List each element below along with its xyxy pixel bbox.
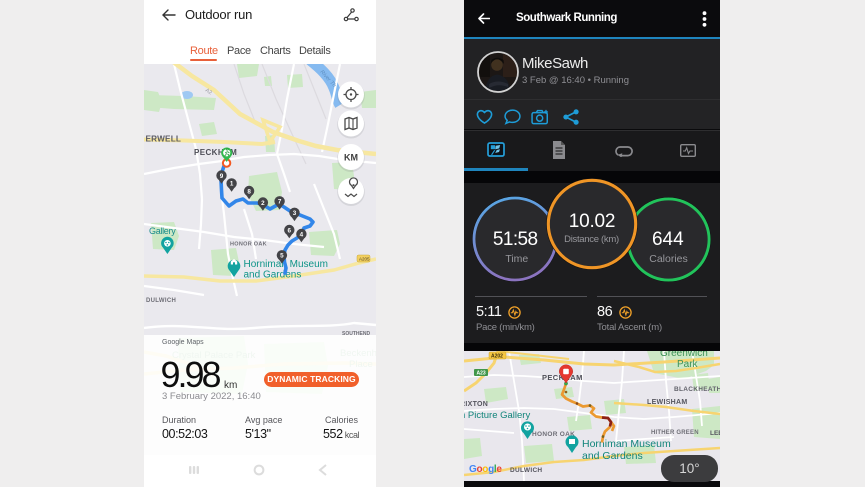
svg-text:Park: Park	[677, 359, 699, 370]
svg-text:RIXTON: RIXTON	[464, 401, 488, 408]
svg-text:A23: A23	[477, 371, 486, 377]
svg-text:HONOR OAK: HONOR OAK	[532, 431, 575, 438]
svg-text:KM: KM	[344, 153, 358, 163]
svg-text:HONOR OAK: HONOR OAK	[230, 242, 267, 248]
svg-text:8: 8	[247, 188, 251, 195]
svg-text:BLACKHEATH: BLACKHEATH	[674, 386, 720, 393]
svg-text:5: 5	[280, 253, 284, 260]
svg-text:2: 2	[261, 200, 265, 207]
svg-text:PECKHAM: PECKHAM	[194, 148, 237, 157]
svg-text:and Gardens: and Gardens	[244, 270, 302, 281]
svg-text:Gallery: Gallery	[149, 226, 176, 236]
svg-text:DULWICH: DULWICH	[146, 298, 176, 304]
svg-text:LEWISHAM: LEWISHAM	[647, 399, 688, 406]
svg-text:SOUTHEND: SOUTHEND	[342, 331, 370, 337]
svg-text:Horniman Museum: Horniman Museum	[582, 438, 671, 450]
svg-text:A2: A2	[204, 88, 213, 97]
svg-text:h Picture Gallery: h Picture Gallery	[464, 410, 530, 421]
svg-text:1: 1	[230, 181, 234, 188]
svg-text:Greenwich: Greenwich	[660, 351, 708, 359]
svg-text:and Gardens: and Gardens	[582, 450, 643, 462]
svg-text:A205: A205	[359, 257, 370, 262]
svg-text:Google: Google	[469, 464, 502, 475]
svg-text:9: 9	[220, 173, 224, 180]
svg-text:HITHER GREEN: HITHER GREEN	[651, 430, 699, 436]
svg-text:ERWELL: ERWELL	[146, 135, 182, 144]
svg-text:DULWICH: DULWICH	[510, 467, 542, 474]
svg-text:LEE: LEE	[710, 430, 720, 437]
svg-text:4: 4	[300, 231, 304, 238]
svg-text:6: 6	[288, 227, 292, 234]
svg-text:3: 3	[293, 210, 297, 217]
svg-text:7: 7	[278, 199, 282, 206]
svg-text:A202: A202	[491, 354, 503, 360]
